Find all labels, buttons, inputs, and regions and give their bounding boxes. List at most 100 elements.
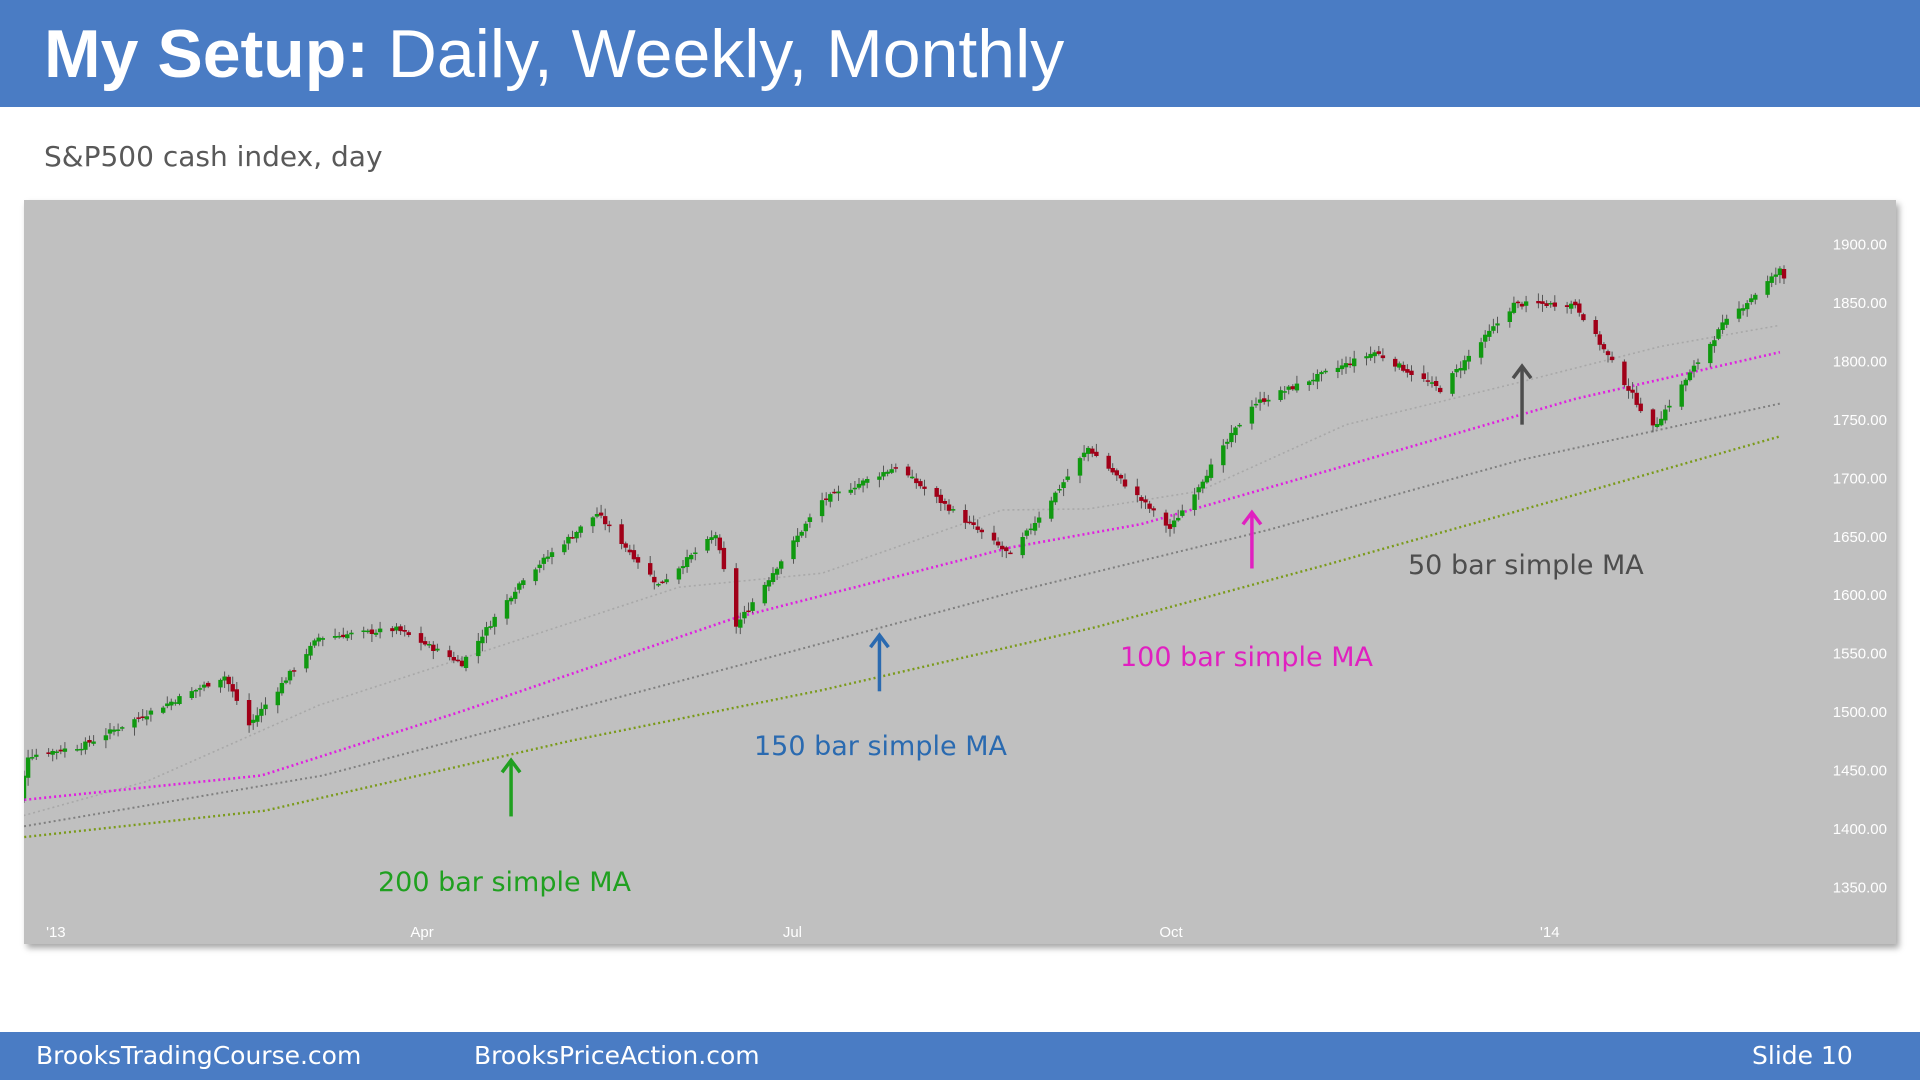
candle-body: [435, 648, 440, 651]
candle-body: [1765, 281, 1770, 295]
candle-body: [394, 626, 399, 631]
ma-line-50: [24, 324, 1781, 817]
candle: [1163, 509, 1169, 533]
candle-body: [459, 660, 465, 667]
candle: [709, 530, 714, 544]
candle: [1204, 469, 1210, 484]
candle: [1765, 275, 1770, 298]
candle: [1405, 364, 1410, 378]
candle-body: [1540, 301, 1545, 304]
candle-body: [1151, 508, 1156, 511]
candle: [967, 515, 972, 525]
candle-body: [656, 584, 661, 586]
candle: [1347, 356, 1353, 368]
candle: [1569, 300, 1574, 314]
footer-link-brookstradingcourse[interactable]: BrooksTradingCourse.com: [36, 1041, 362, 1070]
candle: [75, 744, 80, 752]
candle: [1004, 545, 1009, 559]
candle: [1667, 399, 1672, 412]
candle: [1622, 359, 1627, 388]
candle-body: [799, 531, 804, 536]
candle: [431, 641, 436, 660]
candle-body: [1061, 482, 1066, 488]
candle: [283, 677, 289, 685]
candle: [938, 489, 943, 511]
candle-body: [1290, 386, 1295, 390]
candle: [79, 743, 84, 756]
candle-body: [1433, 381, 1439, 386]
candle: [103, 728, 109, 749]
slide-number: Slide 10: [1752, 1041, 1853, 1070]
candle: [1364, 352, 1369, 366]
candle: [1511, 296, 1517, 315]
candle-body: [1090, 448, 1095, 454]
candle-body: [1262, 398, 1267, 402]
candle-body: [169, 701, 174, 706]
candle: [594, 507, 600, 519]
candle-body: [161, 707, 166, 713]
candle: [705, 536, 710, 554]
x-tick-label: Jul: [783, 924, 802, 941]
candle: [87, 735, 92, 747]
candle: [770, 567, 776, 585]
footer-link-brookspriceaction[interactable]: BrooksPriceAction.com: [474, 1041, 760, 1070]
candle: [762, 582, 767, 606]
candle-body: [1523, 301, 1529, 306]
y-tick-label: 1600.00: [1833, 587, 1887, 604]
candle: [1425, 372, 1431, 387]
candle-body: [1544, 303, 1549, 306]
candle-body: [721, 547, 727, 570]
candle-body: [1311, 379, 1316, 382]
candle: [316, 633, 321, 647]
candle-body: [1077, 458, 1083, 476]
candle-body: [1777, 268, 1783, 276]
candle-body: [337, 635, 342, 638]
candle-body: [967, 521, 972, 524]
candle-body: [1081, 452, 1087, 458]
annotation-arrow-head: [500, 757, 522, 774]
candle: [1691, 360, 1697, 378]
candle: [1077, 456, 1083, 484]
annotation-label: 100 bar simple MA: [1120, 642, 1373, 673]
candle: [1519, 301, 1525, 310]
candle-body: [513, 591, 518, 599]
candle: [1028, 523, 1034, 535]
candle: [246, 693, 252, 733]
candle: [291, 667, 297, 677]
candle: [791, 536, 796, 564]
candle-body: [824, 498, 829, 500]
candle: [750, 598, 755, 614]
candle-body: [263, 704, 268, 710]
candle-body: [427, 644, 432, 646]
candle-body: [1462, 360, 1467, 371]
candle-body: [832, 491, 837, 494]
price-chart: 1900.00 1850.00 1800.00 1750.00 1700.00 1650.…: [24, 200, 1896, 944]
candle: [226, 674, 231, 692]
candle: [406, 630, 411, 638]
candle-body: [1634, 392, 1639, 405]
candle: [251, 714, 256, 730]
candle: [603, 508, 608, 531]
candle-body: [373, 632, 379, 635]
candle-body: [504, 600, 510, 619]
candle: [177, 693, 182, 706]
candle-body: [942, 501, 948, 504]
candle: [1114, 468, 1119, 481]
candle-body: [91, 741, 96, 744]
candle-body: [201, 684, 207, 688]
candle-body: [316, 637, 321, 642]
candle: [1679, 380, 1684, 410]
candle: [1724, 314, 1729, 329]
candle-body: [246, 700, 252, 726]
candle: [1143, 495, 1148, 509]
candle-body: [1679, 384, 1684, 407]
candle: [1266, 394, 1271, 407]
candle: [1053, 491, 1058, 505]
candle-body: [738, 619, 743, 628]
candle: [1151, 506, 1156, 517]
x-tick-label: '13: [46, 924, 66, 941]
candle: [1716, 327, 1721, 341]
candle: [1352, 350, 1357, 373]
candle-body: [1028, 528, 1034, 531]
candle: [1008, 550, 1013, 555]
